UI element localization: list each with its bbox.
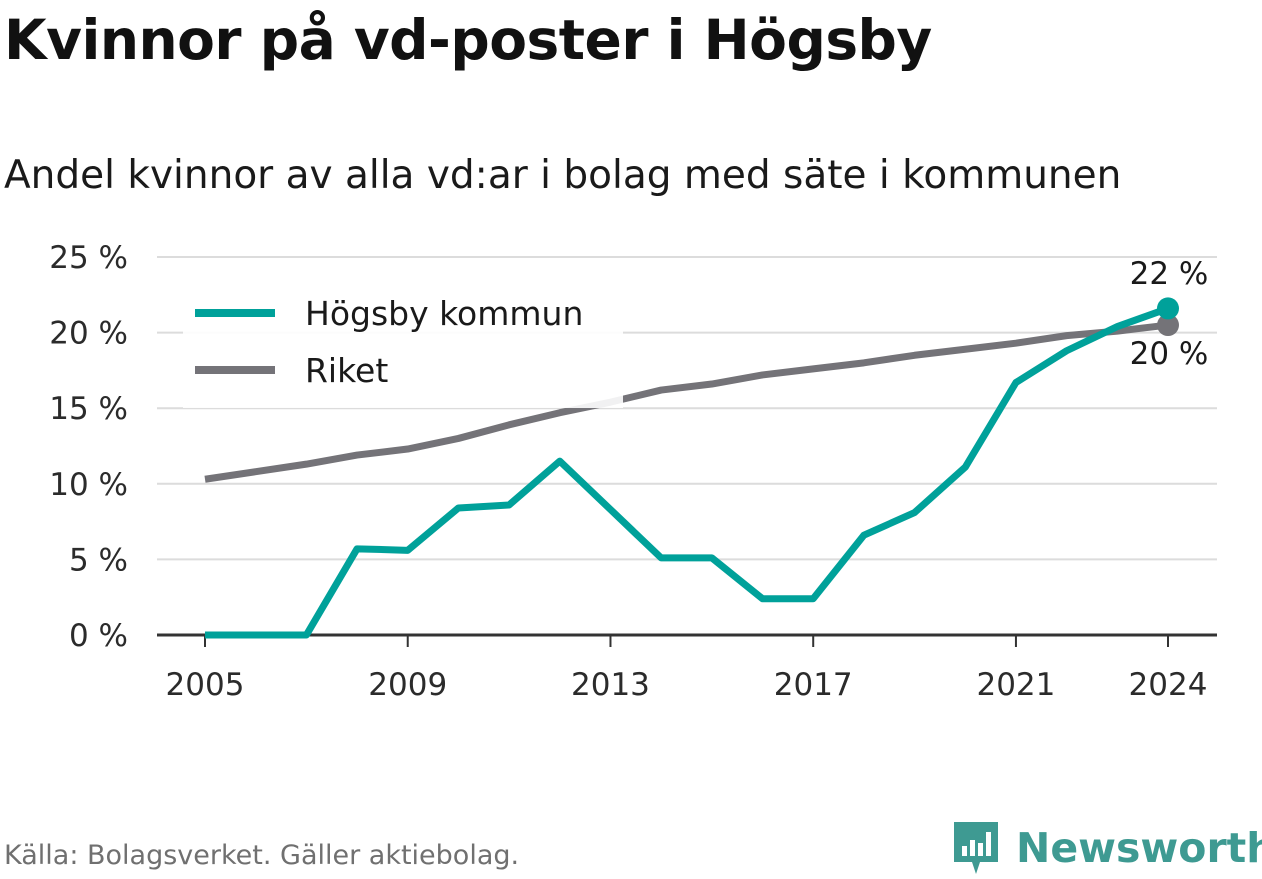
x-tick-label: 2009	[368, 667, 447, 703]
legend: Högsby kommun Riket	[183, 290, 623, 408]
brand-logo: Newsworthy	[950, 818, 1262, 878]
y-tick-label: 20 %	[49, 316, 128, 352]
x-axis: 2005 2009 2013 2017 2021 2024	[157, 633, 1217, 703]
line-chart: 0 %5 %10 %15 %20 %25 % 2005 2009 2013 2017 2…	[49, 240, 1217, 703]
source-note: Källa: Bolagsverket. Gäller aktiebolag.	[4, 840, 520, 871]
newsworthy-logo-icon	[954, 822, 998, 874]
y-tick-label: 0 %	[69, 618, 128, 654]
y-tick-label: 10 %	[49, 467, 128, 503]
series-line-hogsby	[205, 305, 1170, 639]
x-tick-label: 2021	[976, 667, 1055, 703]
end-label-hogsby: 22 %	[1130, 256, 1209, 292]
y-tick-label: 5 %	[69, 542, 128, 578]
y-tick-label: 25 %	[49, 240, 128, 276]
y-axis-ticks: 0 % 5 % 10 % 15 % 20 % 25 %	[49, 240, 128, 654]
end-labels: 22 % 20 %	[1130, 256, 1209, 372]
series-end-point	[1157, 297, 1179, 320]
brand-name: Newsworthy	[1016, 824, 1262, 872]
legend-label: Högsby kommun	[305, 294, 583, 333]
series-end-point	[1157, 314, 1179, 337]
x-tick-label: 2024	[1129, 667, 1208, 703]
x-tick-label: 2017	[774, 667, 853, 703]
y-tick-label: 15 %	[49, 391, 128, 427]
series-line-riket	[204, 321, 1169, 483]
end-label-riket: 20 %	[1130, 336, 1209, 372]
series-lines	[204, 297, 1179, 639]
x-tick-label: 2005	[166, 667, 245, 703]
legend-label: Riket	[305, 351, 388, 390]
chart-subtitle: Andel kvinnor av alla vd:ar i bolag med …	[4, 153, 1122, 198]
x-tick-label: 2013	[571, 667, 650, 703]
chart-title: Kvinnor på vd-poster i Högsby	[4, 8, 932, 72]
